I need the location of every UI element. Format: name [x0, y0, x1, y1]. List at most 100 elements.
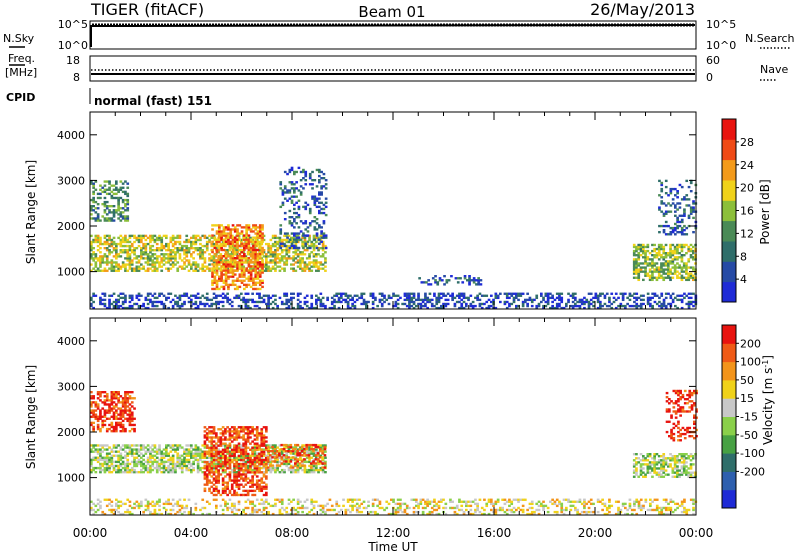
velocity-cell: [130, 444, 134, 447]
power-cell: [254, 269, 258, 272]
power-cell: [108, 219, 111, 222]
power-cell: [459, 277, 462, 280]
power-cell: [146, 253, 150, 256]
power-cell: [637, 245, 641, 249]
power-cell: [256, 230, 260, 233]
power-cell: [293, 211, 296, 215]
power-cell: [540, 300, 543, 304]
power-cell: [299, 238, 303, 241]
velocity-cell: [310, 464, 314, 468]
power-cell: [220, 238, 223, 241]
power-cell: [468, 281, 471, 284]
power-cell: [210, 298, 214, 302]
power-cell: [155, 238, 159, 242]
power-cell: [580, 298, 584, 302]
power-cell: [258, 275, 262, 278]
velocity-cell: [194, 448, 198, 451]
power-cell: [176, 234, 180, 238]
power-cell: [228, 298, 232, 302]
power-cell: [231, 281, 235, 284]
velocity-cell: [230, 452, 234, 455]
power-cell: [258, 281, 262, 284]
velocity-cell: [219, 428, 223, 431]
velocity-cell: [137, 450, 141, 453]
velocity-cell: [185, 460, 189, 464]
power-cell: [137, 292, 141, 295]
velocity-cell: [101, 421, 105, 425]
power-cell: [537, 302, 541, 306]
velocity-cell: [137, 471, 141, 474]
power-cell: [267, 242, 270, 246]
power-cell: [90, 207, 93, 210]
power-cell: [667, 276, 670, 279]
power-cell: [330, 302, 334, 306]
power-cell: [676, 274, 679, 277]
velocity-cell: [237, 442, 241, 445]
velocity-cell: [230, 487, 234, 490]
power-cell: [318, 174, 321, 178]
power-cell: [312, 261, 316, 264]
freq-tick-top: 18: [66, 54, 80, 67]
velocity-cell: [187, 452, 191, 455]
power-cell: [165, 236, 168, 240]
power-cell: [121, 200, 125, 204]
velocity-cell: [235, 485, 239, 488]
velocity-cell: [90, 401, 93, 404]
velocity-cell: [124, 466, 127, 470]
power-cell: [243, 257, 246, 260]
power-cell: [231, 228, 235, 231]
power-cell: [269, 267, 273, 270]
power-cell: [292, 306, 295, 310]
power-cell: [240, 292, 243, 295]
power-cell: [224, 267, 228, 270]
power-cell: [303, 269, 307, 272]
power-cell: [308, 253, 311, 256]
power-y-tick-label: 4000: [57, 129, 85, 142]
power-cell: [408, 300, 411, 304]
power-cell: [180, 302, 184, 306]
power-cell: [680, 218, 684, 222]
velocity-cell: [144, 468, 148, 472]
velocity-cell: [249, 461, 252, 464]
power-cell: [219, 253, 223, 256]
power-cell: [222, 228, 226, 231]
power-cell: [119, 240, 123, 244]
velocity-cell: [246, 481, 250, 484]
velocity-cell: [212, 468, 216, 472]
velocity-cell: [251, 475, 254, 478]
power-cell: [471, 300, 475, 304]
velocity-cell: [315, 448, 318, 451]
power-cell: [408, 296, 411, 300]
power-cell: [210, 242, 214, 246]
velocity-cell: [205, 483, 209, 486]
power-cell: [99, 259, 102, 262]
velocity-cell: [251, 464, 254, 468]
power-cell: [462, 306, 466, 310]
velocity-cell: [226, 473, 229, 476]
power-cell: [115, 298, 118, 302]
velocity-cell: [242, 442, 245, 445]
power-cell: [249, 228, 253, 231]
power-cell: [692, 256, 695, 259]
velocity-cell: [217, 450, 220, 454]
power-cell: [255, 238, 259, 242]
velocity-cell: [308, 450, 311, 453]
velocity-cell: [210, 467, 214, 470]
power-cell: [412, 292, 416, 295]
power-cell: [318, 238, 321, 241]
power-cell: [224, 232, 228, 235]
power-cell: [658, 231, 661, 234]
power-cell: [124, 306, 127, 310]
power-colorbar-tick-label: 16: [740, 205, 754, 218]
velocity-cell: [246, 464, 250, 468]
velocity-cell: [210, 458, 214, 462]
power-cell: [121, 186, 125, 189]
velocity-cell: [271, 448, 275, 451]
velocity-cell: [90, 411, 93, 414]
power-cell: [676, 306, 679, 310]
power-cell: [692, 252, 695, 255]
power-cell: [194, 234, 198, 238]
velocity-cell: [217, 452, 220, 456]
power-cell: [108, 188, 111, 191]
power-cell: [256, 267, 260, 270]
